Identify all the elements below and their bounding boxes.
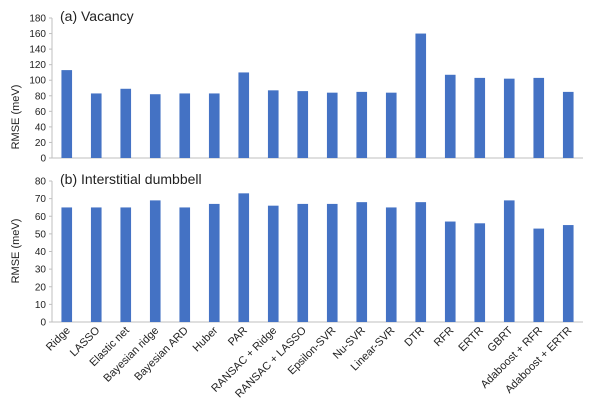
bar-b-bayesian-ridge bbox=[149, 200, 161, 322]
y-tick-label: 160 bbox=[29, 29, 46, 40]
bar-b-epsilon-svr bbox=[326, 203, 338, 322]
category-label: ERTR bbox=[456, 325, 486, 355]
bar-a-adaboost-rfr bbox=[533, 77, 545, 158]
bar-a-ransac-ridge bbox=[267, 90, 279, 158]
bar-a-par bbox=[238, 72, 250, 158]
bar-a-linear-svr bbox=[385, 92, 397, 158]
bar-a-ridge bbox=[61, 70, 73, 158]
y-tick-label: 60 bbox=[35, 107, 47, 118]
bar-a-dtr bbox=[415, 33, 427, 158]
category-label: RFR bbox=[432, 325, 457, 350]
bar-b-linear-svr bbox=[385, 207, 397, 322]
category-label: DTR bbox=[402, 325, 427, 350]
bar-b-adaboost-rfr bbox=[533, 228, 545, 322]
bar-a-huber bbox=[208, 93, 220, 158]
panel-b-title: (b) Interstitial dumbbell bbox=[60, 171, 202, 187]
panel-interstitial-dumbbell: (b) Interstitial dumbbell RMSE (meV) 0 10… bbox=[10, 171, 583, 329]
category-label: PAR bbox=[226, 325, 250, 349]
bar-b-ransac-lasso bbox=[297, 203, 309, 322]
y-tick-label: 40 bbox=[35, 122, 47, 133]
bar-b-ertr bbox=[474, 223, 486, 322]
bar-b-ransac-ridge bbox=[267, 205, 279, 322]
panel-a-title: (a) Vacancy bbox=[60, 8, 134, 24]
y-tick-label: 0 bbox=[40, 154, 46, 165]
bar-b-par bbox=[238, 193, 250, 322]
bar-a-ransac-lasso bbox=[297, 91, 309, 158]
y-tick-label: 10 bbox=[35, 300, 47, 311]
y-tick-label: 40 bbox=[35, 247, 47, 258]
panel-vacancy: (a) Vacancy RMSE (meV) 0 20 40 60 80 100 120 14… bbox=[10, 8, 583, 165]
bar-b-rfr bbox=[444, 221, 456, 322]
y-tick-label: 60 bbox=[35, 212, 47, 223]
y-tick-label: 70 bbox=[35, 194, 47, 205]
bar-b-elastic-net bbox=[120, 207, 132, 322]
y-tick-label: 20 bbox=[35, 138, 47, 149]
y-tick-label: 80 bbox=[35, 177, 47, 188]
bar-b-adaboost-ertr bbox=[562, 225, 574, 322]
y-tick-label: 140 bbox=[29, 45, 46, 56]
y-tick-label: 20 bbox=[35, 282, 47, 293]
y-tick-label: 50 bbox=[35, 229, 47, 240]
y-tick-label: 80 bbox=[35, 91, 47, 102]
panel-a-y-axis-label: RMSE (meV) bbox=[10, 85, 22, 150]
bar-a-gbrt bbox=[503, 78, 515, 158]
bar-a-epsilon-svr bbox=[326, 92, 338, 158]
y-tick-label: 0 bbox=[40, 318, 46, 329]
bar-a-nu-svr bbox=[356, 91, 368, 158]
bar-a-lasso bbox=[90, 93, 102, 158]
bar-b-lasso bbox=[90, 207, 102, 322]
bar-a-bayesian-ard bbox=[179, 93, 191, 158]
bar-b-huber bbox=[208, 203, 220, 322]
bar-b-bayesian-ard bbox=[179, 207, 191, 322]
bar-a-elastic-net bbox=[120, 88, 132, 158]
y-tick-label: 180 bbox=[29, 14, 46, 25]
category-label: Bayesian ARD bbox=[132, 325, 191, 384]
bar-b-nu-svr bbox=[356, 202, 368, 322]
y-tick-label: 120 bbox=[29, 60, 46, 71]
y-tick-label: 30 bbox=[35, 265, 47, 276]
bar-b-ridge bbox=[61, 207, 73, 322]
panel-b-y-axis-label: RMSE (meV) bbox=[10, 219, 22, 284]
bar-a-ertr bbox=[474, 77, 486, 158]
bar-b-dtr bbox=[415, 202, 427, 322]
bar-a-rfr bbox=[444, 74, 456, 158]
bar-b-gbrt bbox=[503, 200, 515, 322]
y-tick-label: 100 bbox=[29, 76, 46, 87]
category-label: Huber bbox=[191, 324, 221, 354]
bar-a-bayesian-ridge bbox=[149, 94, 161, 158]
bar-a-adaboost-ertr bbox=[562, 91, 574, 158]
